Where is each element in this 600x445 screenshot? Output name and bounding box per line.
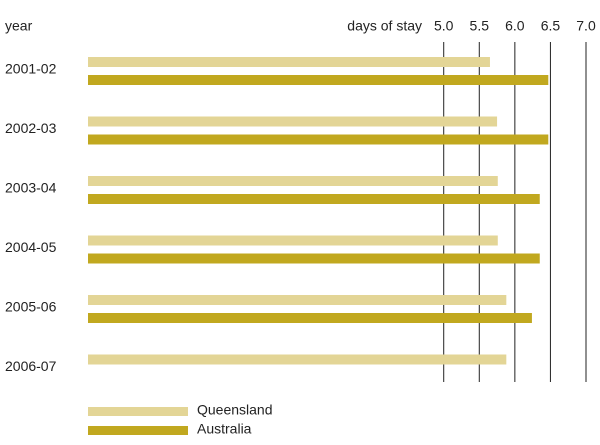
legend-label: Australia (197, 421, 252, 437)
bar (88, 194, 540, 204)
bar (88, 235, 498, 246)
bar (88, 295, 507, 305)
bar (88, 57, 490, 67)
bar (88, 75, 549, 85)
legend-swatch (88, 407, 188, 416)
bar (88, 176, 498, 186)
x-tick-label: 5.5 (470, 18, 490, 34)
bar (88, 313, 532, 323)
y-tick-label: 2002-03 (5, 120, 57, 136)
y-axis-label: year (5, 18, 33, 34)
bar (88, 354, 507, 365)
bar (88, 134, 549, 145)
x-tick-label: 6.5 (541, 18, 561, 34)
bar (88, 116, 498, 127)
y-tick-label: 2001-02 (5, 61, 57, 77)
legend-label: Queensland (197, 402, 273, 418)
x-tick-label: 6.0 (505, 18, 525, 34)
x-tick-label: 5.0 (434, 18, 454, 34)
y-tick-label: 2003-04 (5, 180, 57, 196)
legend-swatch (88, 426, 188, 435)
x-axis-label: days of stay (347, 18, 422, 34)
bar (88, 253, 540, 264)
y-tick-label: 2005-06 (5, 299, 57, 315)
x-tick-label: 7.0 (576, 18, 596, 34)
y-tick-label: 2004-05 (5, 239, 57, 255)
y-tick-label: 2006-07 (5, 358, 57, 374)
